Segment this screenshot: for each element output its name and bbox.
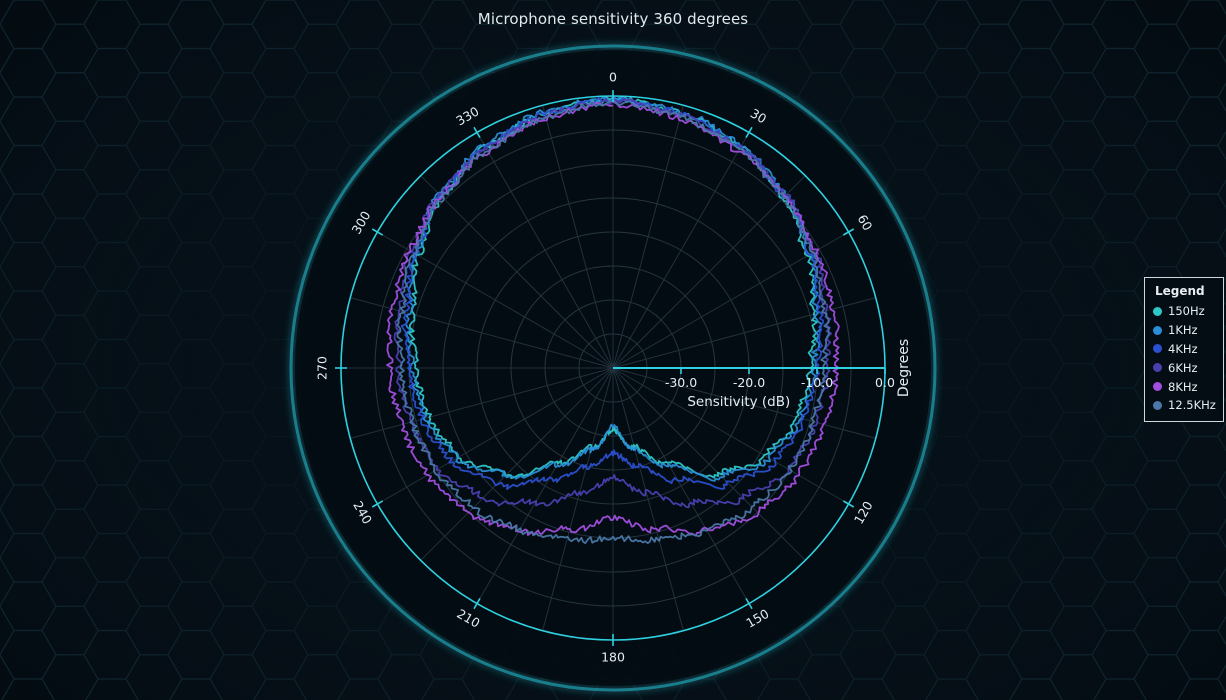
radial-tick-label: -10.0 — [801, 375, 833, 390]
radial-tick-label: -30.0 — [665, 375, 697, 390]
angular-tick-label: 180 — [601, 650, 625, 665]
angular-grid-spoke — [377, 367, 614, 505]
legend-label: 8KHz — [1168, 379, 1198, 394]
series-layer — [386, 95, 840, 544]
angular-grid-spoke — [612, 105, 684, 369]
legend-item[interactable]: 8KHz — [1153, 377, 1223, 396]
angular-tick-label: 0 — [609, 70, 617, 85]
angular-tick-mark — [473, 126, 481, 139]
series-line-4khz — [400, 97, 824, 490]
legend-swatch — [1153, 400, 1162, 410]
chart-title: Microphone sensitivity 360 degrees — [477, 10, 749, 28]
angular-grid-spoke — [612, 367, 750, 604]
angular-tick-label: 270 — [315, 356, 330, 380]
angular-grid-spoke — [476, 132, 614, 369]
legend-swatch — [1153, 325, 1162, 335]
angular-grid-spoke — [612, 367, 684, 631]
legend-swatch — [1153, 363, 1162, 373]
angular-grid-spoke — [542, 105, 614, 369]
legend-item[interactable]: 150Hz — [1153, 302, 1223, 321]
angular-grid-spoke — [612, 367, 849, 505]
legend-item[interactable]: 12.5KHz — [1153, 396, 1223, 415]
radial-tick-label: -20.0 — [733, 375, 765, 390]
angular-grid-spoke — [612, 367, 876, 439]
legend-title: Legend — [1155, 284, 1205, 298]
angular-tick-mark — [842, 500, 855, 508]
angular-grid-spoke — [612, 367, 806, 561]
legend-label: 1KHz — [1168, 323, 1198, 338]
radial-tick-label: 0.0 — [875, 375, 895, 390]
legend-label: 4KHz — [1168, 341, 1198, 356]
angular-grid-spoke — [350, 297, 614, 369]
angular-tick-mark — [745, 597, 753, 610]
angular-grid-spoke — [420, 175, 614, 369]
legend-item[interactable]: 1KHz — [1153, 321, 1223, 340]
angular-grid-spoke — [350, 367, 614, 439]
series-line-8khz — [386, 100, 840, 537]
angular-tick-mark — [371, 228, 384, 236]
series-line-12-5khz — [396, 99, 830, 544]
legend-item[interactable]: 4KHz — [1153, 340, 1223, 359]
outer-bezel-ring — [289, 44, 937, 692]
angular-grid-spoke — [420, 367, 614, 561]
angular-tick-mark — [745, 126, 753, 139]
legend-swatch — [1153, 344, 1162, 354]
legend-items: 150Hz 1KHz 4KHz 6KHz 8KHz 12.5KHz — [1153, 302, 1223, 415]
legend-label: 150Hz — [1168, 304, 1205, 319]
legend-item[interactable]: 6KHz — [1153, 358, 1223, 377]
legend-swatch — [1153, 306, 1162, 316]
legend: Legend 150Hz 1KHz 4KHz 6KHz 8KHz 12.5KHz — [1144, 277, 1224, 422]
angular-tick-label: 30 — [748, 106, 769, 127]
legend-label: 6KHz — [1168, 360, 1198, 375]
angular-grid-spoke — [612, 175, 806, 369]
angular-axis-title: Degrees — [896, 339, 912, 397]
legend-label: 12.5KHz — [1168, 398, 1216, 413]
legend-swatch — [1153, 382, 1162, 392]
angular-tick-mark — [473, 597, 481, 610]
radial-axis-title: Sensitivity (dB) — [687, 394, 790, 410]
angular-grid-spoke — [612, 132, 750, 369]
angular-grid-spoke — [542, 367, 614, 631]
angular-tick-mark — [842, 228, 855, 236]
series-line-6khz — [393, 98, 833, 509]
angular-tick-mark — [371, 500, 384, 508]
angular-tick-label: 60 — [855, 212, 876, 233]
angular-grid-spoke — [476, 367, 614, 604]
